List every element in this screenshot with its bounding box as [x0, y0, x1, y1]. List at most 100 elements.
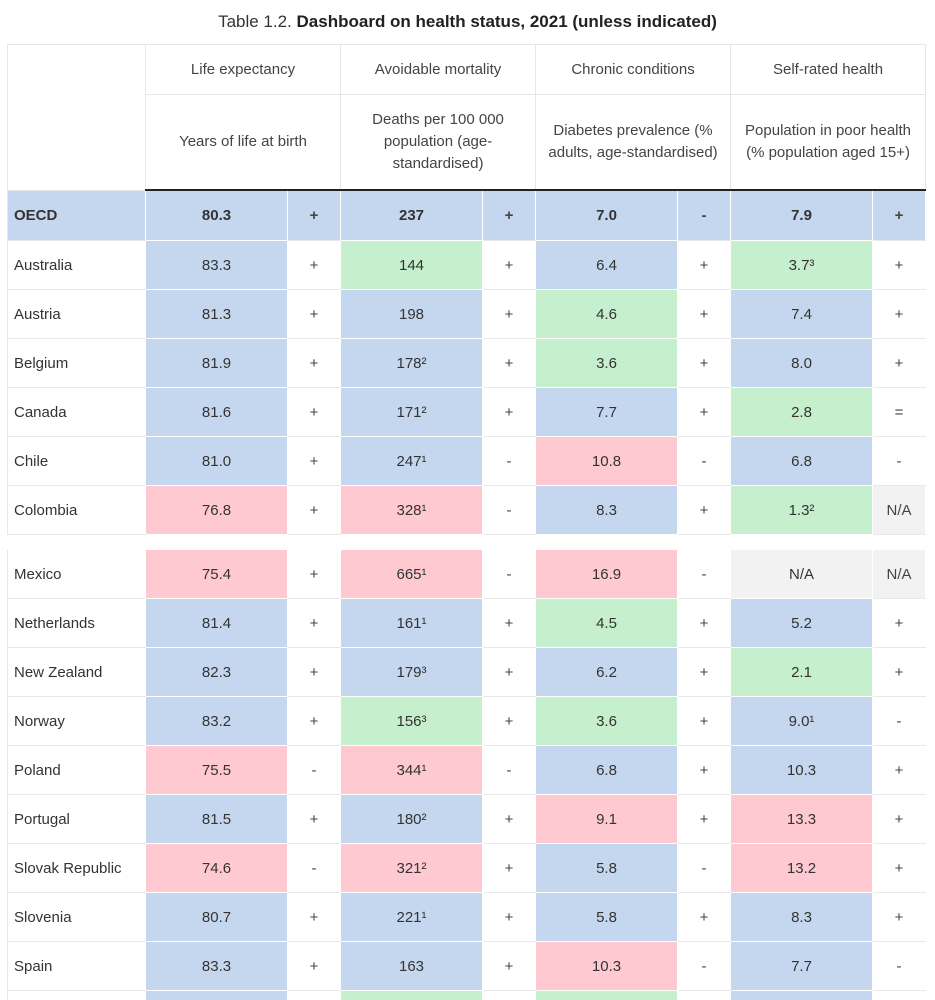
diabetes-value: 5.8: [535, 843, 678, 893]
header-group-chronic-conditions: Chronic conditions: [535, 44, 731, 95]
diabetes-trend: -: [677, 191, 731, 241]
avoidable-mortality-value: 144: [340, 240, 483, 290]
poor-health-trend: =: [872, 387, 926, 437]
life-expectancy-value: 81.3: [145, 289, 288, 339]
table-row: Belgium 81.9 +178² +3.6 +8.0 +: [7, 338, 926, 388]
country-chile: Chile: [7, 436, 146, 486]
life-expectancy-value: 81.5: [145, 794, 288, 844]
life-expectancy-trend: +: [287, 598, 341, 648]
life-expectancy-value: 83.3: [145, 941, 288, 991]
country-portugal: Portugal: [7, 794, 146, 844]
avoidable-mortality-trend: +: [482, 892, 536, 942]
avoidable-mortality-trend: -: [482, 436, 536, 486]
avoidable-mortality-value: 321²: [340, 843, 483, 893]
diabetes-value: [535, 990, 678, 1000]
life-expectancy-trend: -: [287, 843, 341, 893]
avoidable-mortality-trend: +: [482, 843, 536, 893]
life-expectancy-trend: +: [287, 289, 341, 339]
country-blank: [7, 990, 146, 1000]
avoidable-mortality-trend: +: [482, 941, 536, 991]
avoidable-mortality-value: 221¹: [340, 892, 483, 942]
diabetes-value: 6.2: [535, 647, 678, 697]
poor-health-trend: -: [872, 696, 926, 746]
diabetes-trend: +: [677, 892, 731, 942]
header-group-avoidable-mortality: Avoidable mortality: [340, 44, 536, 95]
diabetes-trend: [677, 990, 731, 1000]
poor-health-value: 7.9: [730, 191, 873, 241]
table-title-prefix: Table 1.2.: [218, 12, 292, 31]
avoidable-mortality-value: 163: [340, 941, 483, 991]
life-expectancy-trend: +: [287, 387, 341, 437]
poor-health-trend: +: [872, 338, 926, 388]
header-sub-deaths-per-100000: Deaths per 100 000 population (age-stand…: [340, 94, 536, 191]
life-expectancy-trend: +: [287, 794, 341, 844]
table-row: Portugal 81.5 +180² +9.1 +13.3 +: [7, 794, 926, 844]
avoidable-mortality-trend: +: [482, 647, 536, 697]
poor-health-value: 10.3: [730, 745, 873, 795]
poor-health-trend: N/A: [872, 550, 926, 599]
avoidable-mortality-value: [340, 990, 483, 1000]
diabetes-trend: +: [677, 289, 731, 339]
poor-health-trend: -: [872, 941, 926, 991]
avoidable-mortality-value: 178²: [340, 338, 483, 388]
life-expectancy-trend: +: [287, 550, 341, 599]
table-row: Australia 83.3 +144 +6.4 +3.7³ +: [7, 240, 926, 290]
avoidable-mortality-trend: +: [482, 696, 536, 746]
poor-health-trend: +: [872, 191, 926, 241]
diabetes-value: 7.7: [535, 387, 678, 437]
life-expectancy-value: 74.6: [145, 843, 288, 893]
poor-health-value: 5.2: [730, 598, 873, 648]
avoidable-mortality-trend: +: [482, 794, 536, 844]
life-expectancy-value: 75.4: [145, 550, 288, 599]
table-row: Slovenia 80.7 +221¹ +5.8 +8.3 +: [7, 892, 926, 942]
avoidable-mortality-trend: [482, 990, 536, 1000]
life-expectancy-trend: +: [287, 941, 341, 991]
life-expectancy-trend: +: [287, 338, 341, 388]
avoidable-mortality-trend: -: [482, 485, 536, 535]
life-expectancy-value: 82.3: [145, 647, 288, 697]
table-title: Table 1.2. Dashboard on health status, 2…: [0, 0, 935, 44]
life-expectancy-value: 83.2: [145, 696, 288, 746]
poor-health-trend: +: [872, 794, 926, 844]
life-expectancy-value: 75.5: [145, 745, 288, 795]
poor-health-value: [730, 990, 873, 1000]
life-expectancy-value: 81.6: [145, 387, 288, 437]
poor-health-trend: -: [872, 436, 926, 486]
country-new-zealand: New Zealand: [7, 647, 146, 697]
avoidable-mortality-value: 237: [340, 191, 483, 241]
country-belgium: Belgium: [7, 338, 146, 388]
avoidable-mortality-trend: +: [482, 191, 536, 241]
avoidable-mortality-trend: +: [482, 598, 536, 648]
poor-health-trend: +: [872, 240, 926, 290]
life-expectancy-trend: -: [287, 745, 341, 795]
diabetes-trend: -: [677, 941, 731, 991]
table-row: Canada 81.6 +171² +7.7 +2.8 =: [7, 387, 926, 437]
country-norway: Norway: [7, 696, 146, 746]
diabetes-value: 9.1: [535, 794, 678, 844]
table-row: Norway 83.2 +156³ +3.6 +9.0¹ -: [7, 696, 926, 746]
poor-health-value: N/A: [730, 550, 873, 599]
diabetes-trend: +: [677, 338, 731, 388]
country-poland: Poland: [7, 745, 146, 795]
poor-health-value: 8.0: [730, 338, 873, 388]
poor-health-trend: +: [872, 289, 926, 339]
diabetes-value: 6.8: [535, 745, 678, 795]
poor-health-trend: N/A: [872, 485, 926, 535]
poor-health-value: 13.2: [730, 843, 873, 893]
poor-health-value: 2.8: [730, 387, 873, 437]
avoidable-mortality-value: 179³: [340, 647, 483, 697]
country-mexico: Mexico: [7, 550, 146, 599]
diabetes-trend: +: [677, 696, 731, 746]
poor-health-value: 2.1: [730, 647, 873, 697]
diabetes-value: 6.4: [535, 240, 678, 290]
poor-health-trend: +: [872, 843, 926, 893]
life-expectancy-value: 76.8: [145, 485, 288, 535]
country-canada: Canada: [7, 387, 146, 437]
poor-health-value: 1.3²: [730, 485, 873, 535]
avoidable-mortality-value: 180²: [340, 794, 483, 844]
diabetes-value: 10.3: [535, 941, 678, 991]
diabetes-value: 4.5: [535, 598, 678, 648]
table-row: Chile 81.0 +247¹ -10.8-6.8-: [7, 436, 926, 486]
diabetes-value: 16.9: [535, 550, 678, 599]
country-colombia: Colombia: [7, 485, 146, 535]
